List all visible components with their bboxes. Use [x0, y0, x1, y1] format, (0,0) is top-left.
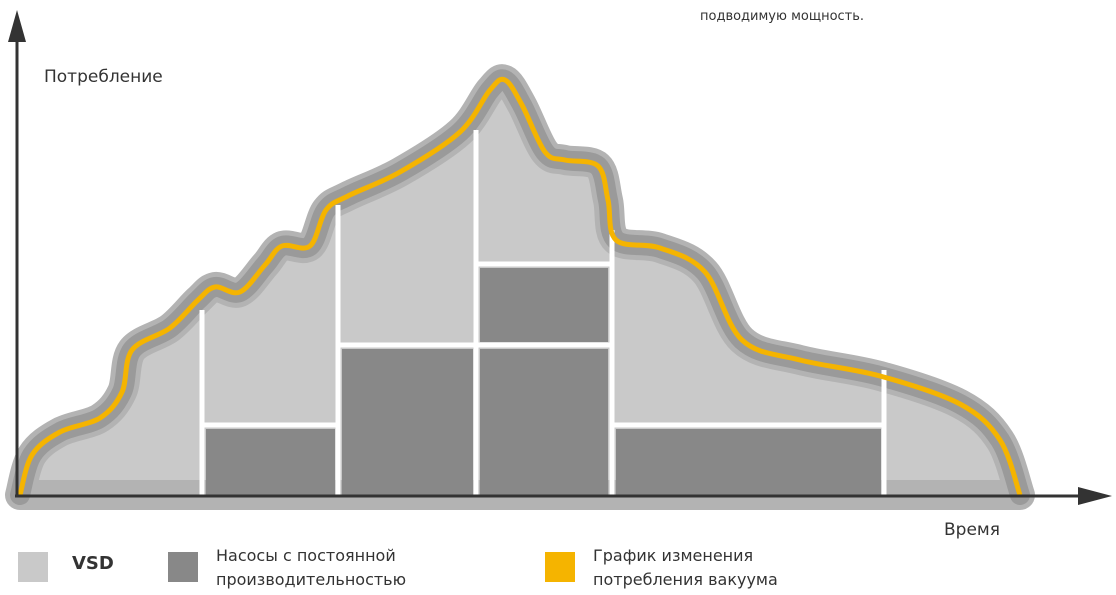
dividers: [199, 130, 887, 495]
x-axis-label: Время: [944, 520, 1000, 540]
pump-block: [480, 268, 608, 342]
legend-label: потребления вакуума: [593, 570, 778, 589]
pump-block: [616, 429, 881, 495]
legend-label: производительностью: [216, 570, 406, 589]
legend-swatch: [545, 552, 575, 582]
axes: [8, 10, 1112, 505]
x-arrow: [1078, 487, 1112, 505]
vacuum-curve: [17, 76, 1023, 496]
legend-label: VSD: [72, 553, 114, 574]
y-axis-label: Потребление: [44, 67, 163, 87]
pump-block: [342, 349, 473, 495]
pump-block: [480, 349, 608, 495]
fixed-pumps: [206, 268, 881, 495]
y-arrow: [8, 10, 26, 42]
legend-swatch: [18, 552, 48, 582]
legend-label: График изменения: [593, 546, 753, 565]
top-note: подводимую мощность.: [700, 9, 864, 24]
legend-label: Насосы с постоянной: [216, 546, 396, 565]
pump-block: [206, 429, 335, 495]
legend-swatch: [168, 552, 198, 582]
